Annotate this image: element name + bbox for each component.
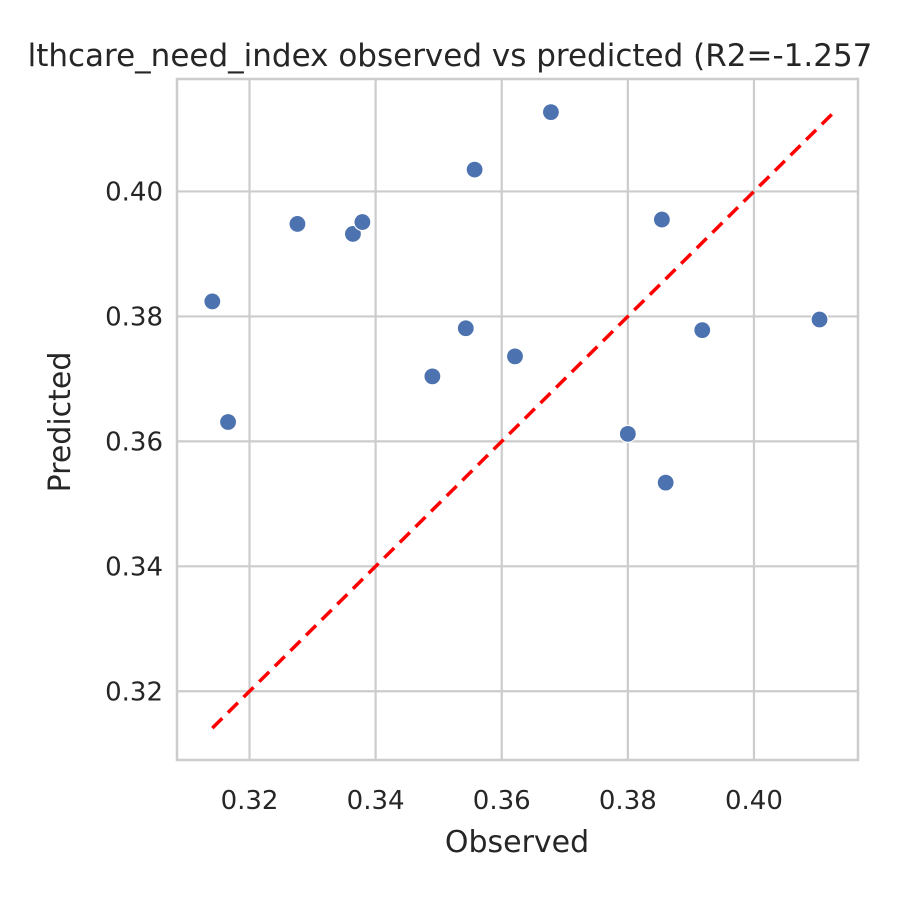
- data-point: [541, 103, 561, 122]
- x-tick-label: 0.34: [347, 786, 405, 816]
- data-point: [465, 160, 484, 179]
- x-axis-label: Observed: [445, 825, 589, 860]
- x-tick-label: 0.38: [599, 786, 657, 816]
- chart-title: lthcare_need_index observed vs predicted…: [28, 38, 873, 74]
- y-axis-label: Predicted: [43, 352, 78, 493]
- y-tick-label: 0.36: [105, 427, 163, 457]
- data-point: [693, 321, 712, 340]
- x-tick-label: 0.32: [221, 786, 279, 816]
- data-point: [218, 412, 238, 432]
- data-point: [353, 212, 372, 232]
- data-point: [288, 214, 307, 234]
- data-point: [456, 319, 475, 338]
- data-point: [343, 224, 363, 244]
- data-point: [618, 424, 637, 443]
- data-point: [203, 292, 222, 311]
- plot-frame: [175, 77, 860, 762]
- y-tick-label: 0.38: [105, 302, 163, 332]
- y-tick-label: 0.34: [105, 552, 163, 582]
- y-tick-label: 0.32: [105, 677, 163, 707]
- data-point: [810, 310, 829, 329]
- y-tick-labels: 0.32 0.34 0.36 0.38 0.40: [105, 177, 163, 707]
- x-tick-label: 0.36: [473, 786, 531, 816]
- identity-reference-line: [211, 110, 836, 730]
- x-tick-labels: 0.32 0.34 0.36 0.38 0.40: [221, 786, 783, 816]
- x-tick-label: 0.40: [725, 786, 783, 816]
- data-point: [652, 210, 671, 229]
- data-points: [203, 103, 829, 492]
- data-point: [423, 367, 442, 386]
- data-point: [505, 347, 525, 366]
- grid: [177, 79, 858, 760]
- data-point: [656, 473, 675, 492]
- y-tick-label: 0.40: [105, 177, 163, 207]
